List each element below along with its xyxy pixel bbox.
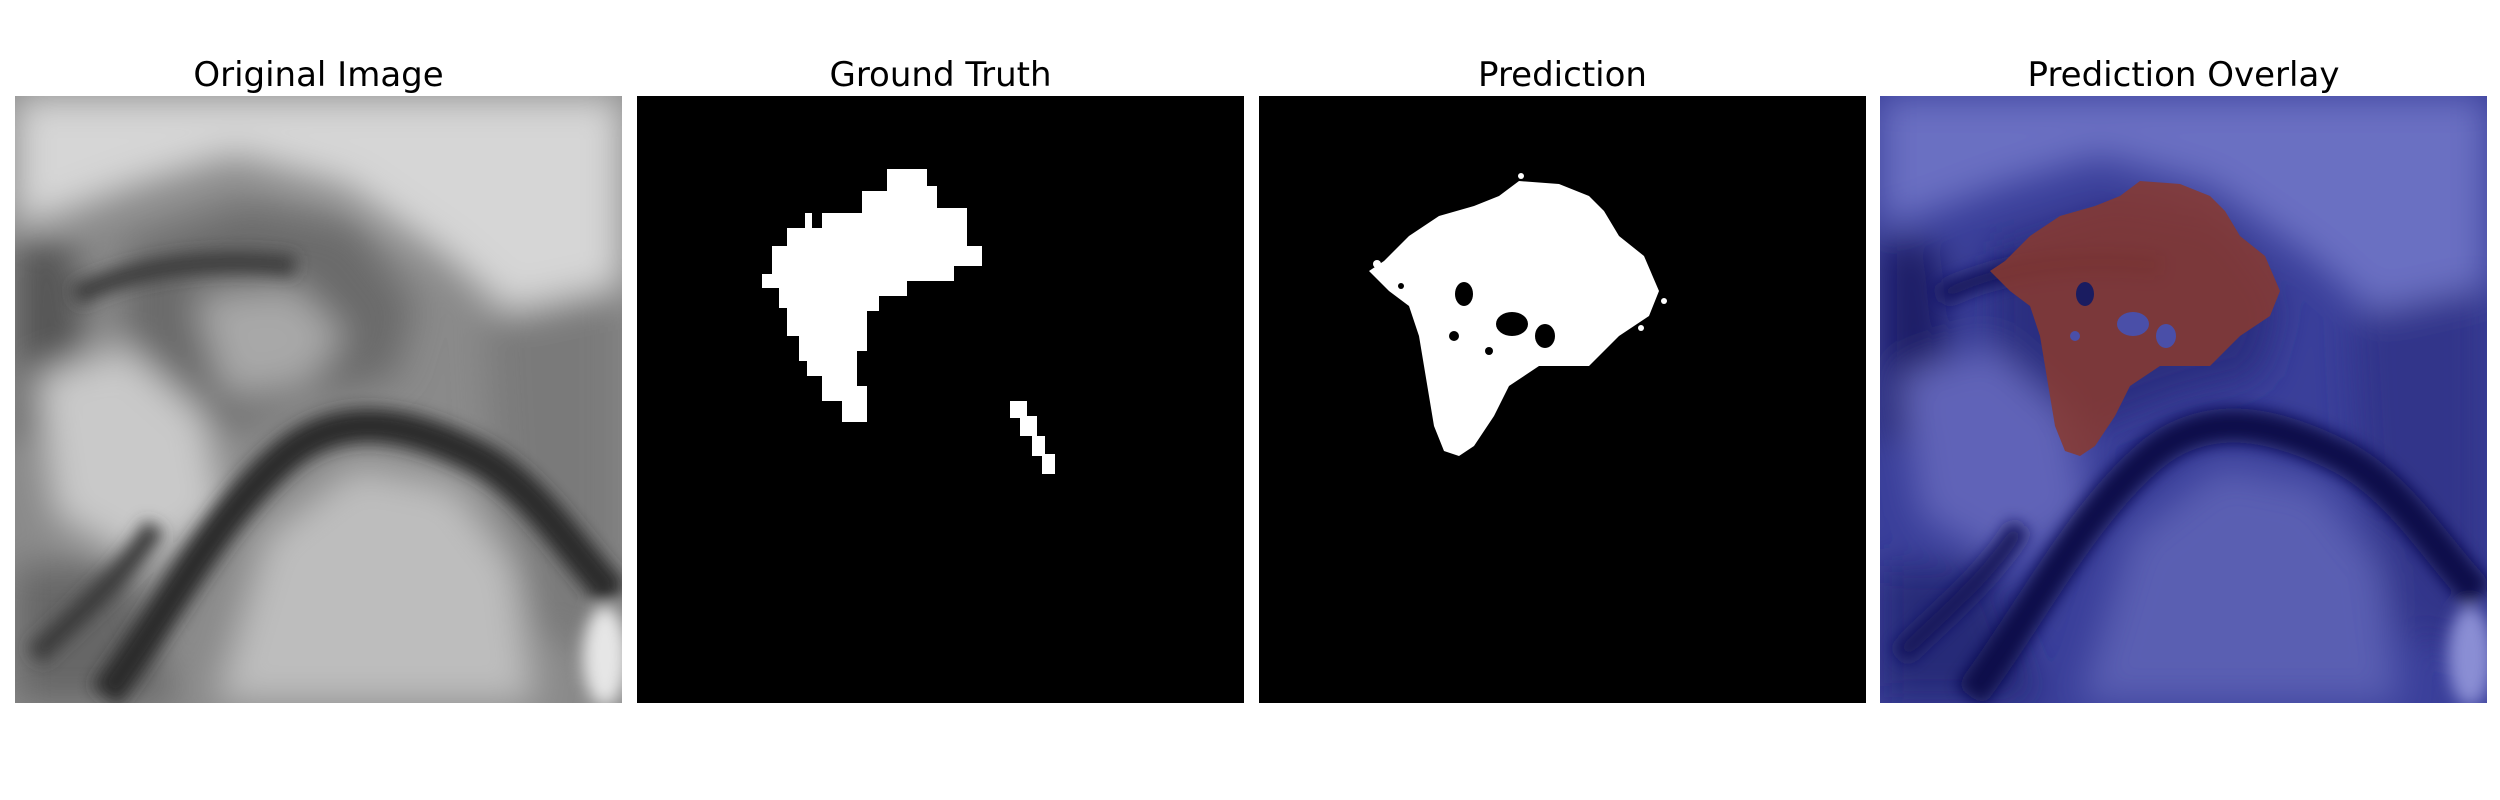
- original-image-panel: [15, 96, 622, 703]
- panel-title-prediction-overlay: Prediction Overlay: [2027, 55, 2340, 95]
- prediction-overlay-image: [1880, 96, 2487, 703]
- panel-title-prediction: Prediction: [1478, 55, 1647, 95]
- original-mri-image: [15, 96, 622, 703]
- lesion-overlay-region: [1990, 181, 2280, 456]
- panel-title-ground-truth: Ground Truth: [829, 55, 1052, 95]
- prediction-mask: [1259, 96, 1866, 703]
- panel-title-original-image: Original Image: [193, 55, 444, 95]
- ground-truth-panel: [637, 96, 1244, 703]
- ground-truth-mask: [637, 96, 1244, 703]
- prediction-panel: [1259, 96, 1866, 703]
- prediction-overlay-panel: [1880, 96, 2487, 703]
